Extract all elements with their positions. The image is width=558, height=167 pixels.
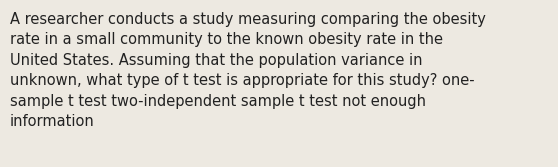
Text: A researcher conducts a study measuring comparing the obesity
rate in a small co: A researcher conducts a study measuring … — [10, 12, 486, 129]
